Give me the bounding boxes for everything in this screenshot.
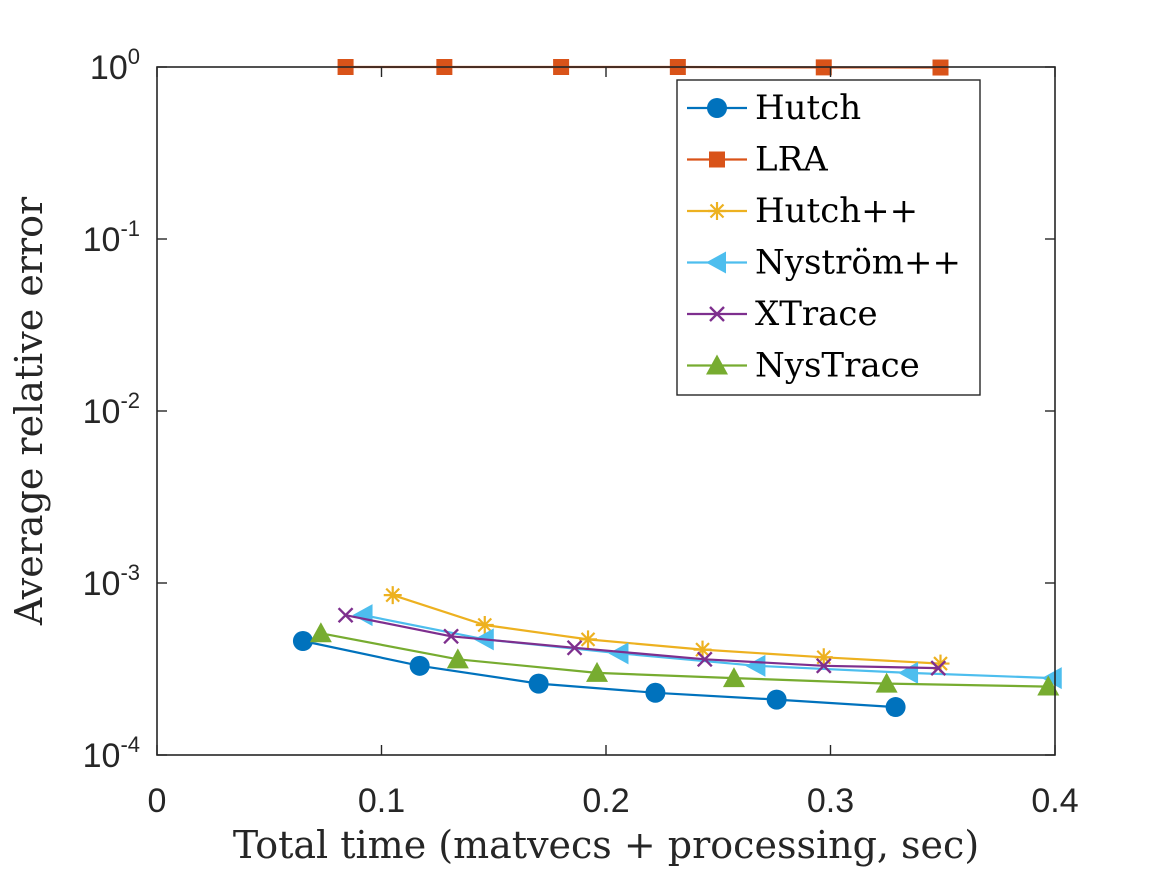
legend-entry-lra: LRA bbox=[687, 140, 828, 180]
series-line-xtrace bbox=[345, 614, 939, 670]
y-tick-label: 10-3 bbox=[83, 560, 140, 603]
legend-marker bbox=[706, 251, 726, 274]
data-point-nystrace bbox=[875, 672, 898, 693]
x-tick-label: 0.2 bbox=[582, 782, 629, 820]
legend-label: LRA bbox=[755, 140, 828, 180]
legend: Hutch LRA Hutch++ Nyström++ XTrace NysTrace bbox=[676, 79, 981, 396]
data-point-hutch bbox=[383, 586, 402, 605]
y-tick-label: 10-2 bbox=[83, 388, 140, 431]
series-layer bbox=[292, 59, 1062, 718]
series-line-hutch bbox=[392, 594, 941, 665]
legend-entry-nystr-m: Nyström++ bbox=[687, 243, 961, 283]
data-point-hutch bbox=[528, 673, 549, 694]
data-point-xtrace bbox=[337, 607, 354, 624]
data-point-hutch bbox=[645, 682, 666, 703]
series-hutch bbox=[292, 631, 906, 718]
legend-entry-hutch: Hutch bbox=[687, 88, 861, 128]
x-tick-label: 0 bbox=[148, 782, 167, 820]
legend-label: XTrace bbox=[755, 294, 878, 334]
y-tick-label: 100 bbox=[90, 44, 140, 87]
data-point-hutch bbox=[579, 630, 598, 649]
data-point-xtrace bbox=[696, 651, 713, 668]
legend-entry-nystrace: NysTrace bbox=[687, 346, 920, 386]
series-nystrace bbox=[309, 622, 1060, 696]
data-point-nystrace bbox=[722, 667, 745, 688]
data-point-nystrace bbox=[586, 661, 609, 682]
data-point-hutch bbox=[766, 689, 787, 710]
legend-label: Hutch++ bbox=[755, 191, 918, 231]
data-point-hutch bbox=[292, 631, 313, 652]
series-line-nystrace bbox=[320, 632, 1049, 688]
data-point-hutch bbox=[885, 697, 906, 718]
y-tick-label: 10-1 bbox=[83, 216, 140, 259]
legend-marker bbox=[708, 202, 726, 220]
y-tick-label: 10-4 bbox=[83, 732, 140, 775]
data-point-hutch bbox=[475, 615, 494, 634]
x-tick-label: 0.1 bbox=[358, 782, 405, 820]
legend-marker bbox=[709, 306, 725, 322]
data-point-xtrace bbox=[443, 628, 459, 645]
data-point-nystrace bbox=[309, 622, 332, 643]
ticks-layer: 0 0.1 0.2 0.3 0.4 100 10-1 10-2 10-3 10-4 bbox=[83, 44, 1079, 820]
series-line-hutch bbox=[302, 639, 896, 709]
data-point-hutch bbox=[814, 648, 833, 667]
legend-marker bbox=[707, 98, 727, 118]
legend-entry-xtrace: XTrace bbox=[687, 294, 878, 334]
data-point-nystr-m bbox=[745, 654, 766, 677]
data-point-nystrace bbox=[446, 648, 469, 669]
data-point-nystr-m bbox=[1041, 667, 1062, 690]
legend-label: Hutch bbox=[755, 88, 861, 128]
legend-box bbox=[676, 79, 981, 396]
legend-entry-hutch: Hutch++ bbox=[687, 191, 918, 231]
data-point-nystrace bbox=[1037, 675, 1060, 696]
data-point-nystr-m bbox=[608, 642, 629, 665]
x-axis-label: Total time (matvecs + processing, sec) bbox=[233, 823, 979, 867]
data-point-hutch bbox=[409, 655, 430, 676]
data-point-xtrace bbox=[566, 639, 583, 656]
series-xtrace bbox=[337, 607, 947, 676]
legend-label: NysTrace bbox=[755, 346, 920, 386]
data-point-xtrace bbox=[930, 660, 947, 676]
data-point-xtrace bbox=[815, 657, 832, 674]
legend-marker bbox=[709, 151, 725, 168]
legend-label: Nyström++ bbox=[755, 243, 961, 283]
y-axis-label: Average relative error bbox=[7, 196, 51, 626]
x-tick-label: 0.4 bbox=[1031, 782, 1078, 820]
legend-marker bbox=[706, 354, 728, 375]
x-tick-label: 0.3 bbox=[807, 782, 854, 820]
